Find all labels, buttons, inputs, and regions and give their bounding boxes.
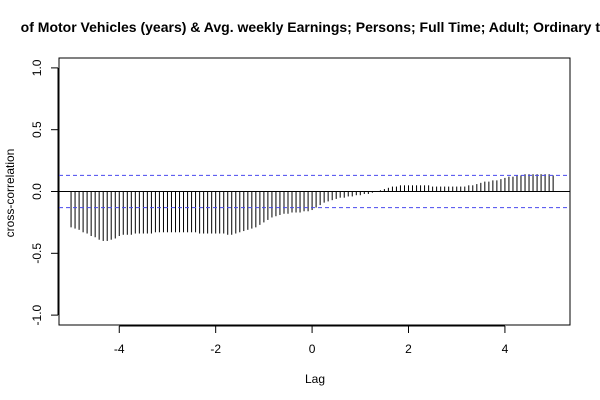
- y-tick-label: -0.5: [30, 243, 44, 264]
- x-tick-label: -4: [114, 342, 125, 356]
- x-tick-label: -2: [210, 342, 221, 356]
- chart-title: of Motor Vehicles (years) & Avg. weekly …: [21, 19, 600, 35]
- x-tick-label: 0: [309, 342, 316, 356]
- y-axis: -1.0 -0.5 0.0 0.5 1.0: [30, 59, 59, 325]
- x-axis-label: Lag: [305, 372, 325, 386]
- y-tick-label: 1.0: [30, 59, 44, 76]
- correlation-spikes: [70, 174, 554, 241]
- y-tick-label: 0.5: [30, 121, 44, 138]
- x-axis: -4 -2 0 2 4: [114, 325, 509, 356]
- x-tick-label: 4: [502, 342, 509, 356]
- x-tick-label: 2: [405, 342, 412, 356]
- y-axis-label: cross-correlation: [3, 149, 17, 238]
- y-tick-label: 0.0: [30, 183, 44, 200]
- y-tick-label: -1.0: [30, 304, 44, 325]
- confidence-band: [59, 174, 570, 209]
